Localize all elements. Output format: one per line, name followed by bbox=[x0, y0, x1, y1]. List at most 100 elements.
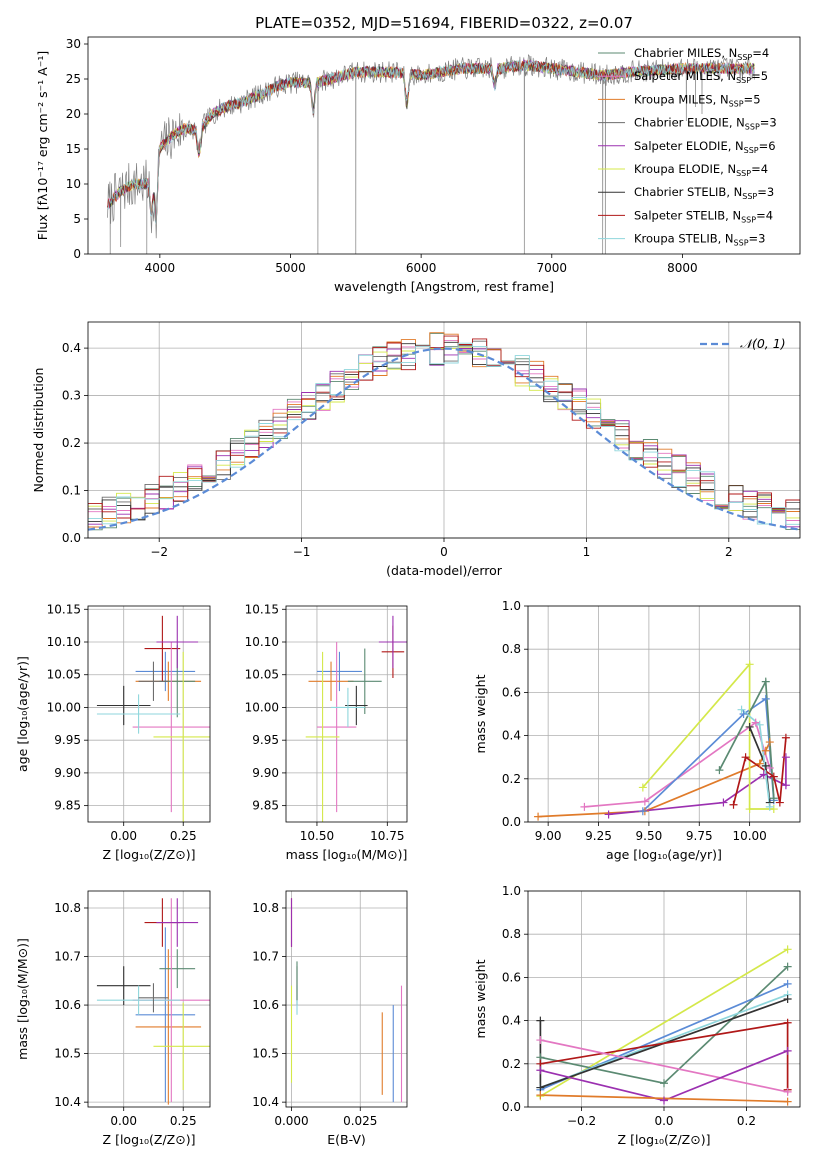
y-axis-label: mass weight bbox=[473, 959, 488, 1038]
panel-mass-vs-ebv: 0.000 0.025 10.4 10.5 10.6 10.7 10.8 E(B-V) bbox=[252, 890, 408, 1147]
y-tick-label: 10.5 bbox=[252, 1047, 279, 1061]
axes-frame bbox=[527, 605, 801, 823]
spectrum-legend: Chabrier MILES, NSSP=4 Salpeter MILES, NS… bbox=[598, 46, 777, 248]
y-tick-label: 10.4 bbox=[252, 1095, 279, 1109]
y-tick-label: 10.15 bbox=[245, 602, 279, 616]
weight-marker bbox=[604, 810, 613, 819]
weight-marker bbox=[765, 802, 774, 811]
y-tick-label: 0.4 bbox=[62, 341, 81, 355]
weight-marker bbox=[660, 1079, 668, 1088]
y-tick-label: 10.00 bbox=[245, 700, 279, 714]
axes-frame bbox=[87, 890, 211, 1108]
x-tick-label: 0.2 bbox=[737, 1114, 756, 1128]
y-tick-label: 10.00 bbox=[47, 700, 81, 714]
weight-marker bbox=[761, 761, 770, 770]
plot-area bbox=[107, 53, 755, 254]
x-axis-label: mass [log₁₀(M/M⊙)] bbox=[286, 847, 408, 862]
y-tick-label: 9.90 bbox=[54, 766, 81, 780]
weight-marker bbox=[761, 694, 770, 703]
y-axis-label: Normed distribution bbox=[31, 368, 46, 493]
y-tick-label: 0.8 bbox=[502, 642, 521, 656]
plot-area bbox=[88, 332, 800, 535]
residuals-legend: 𝒩(0, 1) bbox=[700, 336, 786, 351]
axes-frame bbox=[87, 605, 211, 823]
normal-reference-curve bbox=[88, 347, 800, 531]
x-tick-label: 2 bbox=[725, 545, 733, 559]
x-tick-label: 0.0 bbox=[654, 1114, 673, 1128]
gridlines bbox=[88, 891, 210, 1107]
legend-label: Kroupa ELODIE, NSSP=4 bbox=[634, 162, 768, 178]
panel-mass-vs-z: 0.00 0.25 10.4 10.5 10.6 10.7 10.8 Z [log₁₀(Z/Z… bbox=[15, 890, 211, 1147]
gridlines bbox=[528, 890, 800, 1108]
legend-label: Chabrier MILES, NSSP=4 bbox=[634, 46, 769, 62]
weight-marker bbox=[580, 802, 589, 811]
weight-marker bbox=[761, 746, 770, 755]
y-tick-label: 10 bbox=[66, 177, 81, 191]
weight-marker bbox=[536, 1091, 545, 1100]
x-tick-label: 9.75 bbox=[686, 829, 713, 843]
plot-area bbox=[96, 615, 210, 822]
weight-marker bbox=[536, 1066, 545, 1075]
y-tick-label: 10.10 bbox=[245, 635, 279, 649]
weight-marker bbox=[739, 710, 748, 718]
panel-age-vs-z: 0.00 0.25 9.85 9.90 9.95 10.00 10.05 10.10 10.15… bbox=[15, 602, 211, 862]
x-tick-label: 4000 bbox=[145, 261, 176, 275]
panel-massweight-vs-z: −0.2 0.0 0.2 0.0 0.2 0.4 0.6 0.8 1.0 Z [log₁₀(Z/Z… bbox=[473, 884, 801, 1147]
y-tick-label: 9.85 bbox=[54, 799, 81, 813]
legend-label: Kroupa STELIB, NSSP=3 bbox=[634, 232, 766, 248]
y-tick-label: 9.85 bbox=[252, 799, 279, 813]
x-axis-label: Z [log₁₀(Z/Z⊙)] bbox=[103, 847, 196, 862]
weight-marker bbox=[751, 718, 760, 727]
weight-marker bbox=[783, 1018, 792, 1027]
plot-area bbox=[305, 615, 407, 822]
y-axis-label: Flux [fλ10⁻¹⁷ erg cm⁻² s⁻¹ A⁻¹] bbox=[35, 51, 50, 240]
y-tick-label: 0.4 bbox=[502, 729, 521, 743]
y-tick-label: 15 bbox=[66, 142, 81, 156]
x-axis-label: (data-model)/error bbox=[386, 563, 503, 578]
x-axis-label: age [log₁₀(age/yr)] bbox=[606, 847, 722, 862]
data-spectrum bbox=[107, 53, 755, 254]
x-tick-label: 9.00 bbox=[535, 829, 562, 843]
y-tick-label: 10.15 bbox=[47, 602, 81, 616]
legend-label: Kroupa MILES, NSSP=5 bbox=[634, 92, 761, 108]
x-tick-label: 9.50 bbox=[636, 829, 663, 843]
x-tick-label: −0.2 bbox=[567, 1114, 596, 1128]
weight-marker bbox=[715, 766, 724, 775]
x-tick-label: 7000 bbox=[537, 261, 568, 275]
x-tick-label: 9.25 bbox=[585, 829, 612, 843]
weight-marker bbox=[769, 794, 778, 803]
legend-label: Salpeter ELODIE, NSSP=6 bbox=[634, 139, 776, 155]
y-tick-label: 25 bbox=[66, 72, 81, 86]
weight-marker bbox=[781, 753, 790, 762]
y-tick-label: 0.0 bbox=[502, 815, 521, 829]
y-tick-label: 0.2 bbox=[62, 436, 81, 450]
x-tick-label: 0.00 bbox=[110, 829, 137, 843]
plot-area bbox=[538, 662, 787, 818]
y-tick-label: 1.0 bbox=[502, 884, 521, 898]
y-tick-label: 10.5 bbox=[54, 1047, 81, 1061]
weight-marker bbox=[783, 945, 792, 954]
x-tick-label: 1 bbox=[583, 545, 591, 559]
y-tick-label: 10.8 bbox=[54, 901, 81, 915]
weight-marker bbox=[536, 1016, 545, 1025]
legend-label: 𝒩(0, 1) bbox=[740, 336, 786, 351]
x-tick-label: 10.75 bbox=[370, 829, 404, 843]
weight-marker bbox=[769, 805, 778, 814]
weight-marker bbox=[534, 812, 543, 821]
x-axis-label: wavelength [Angstrom, rest frame] bbox=[334, 279, 554, 294]
weight-marker bbox=[755, 759, 764, 768]
weight-marker bbox=[769, 772, 778, 781]
y-tick-label: 10.05 bbox=[245, 668, 279, 682]
weight-series-6 bbox=[540, 1039, 788, 1093]
x-tick-label: −1 bbox=[293, 545, 311, 559]
x-tick-label: 0.025 bbox=[343, 1114, 377, 1128]
axes-frame bbox=[87, 36, 801, 255]
histogram-8 bbox=[88, 342, 800, 527]
y-tick-label: 10.7 bbox=[54, 950, 81, 964]
weight-series-4 bbox=[642, 662, 774, 810]
weight-marker bbox=[759, 770, 768, 779]
weight-marker bbox=[660, 1096, 668, 1105]
y-tick-label: 10.4 bbox=[54, 1095, 81, 1109]
y-axis-label: mass [log₁₀(M/M⊙)] bbox=[15, 938, 30, 1060]
y-tick-label: 0 bbox=[73, 247, 81, 261]
